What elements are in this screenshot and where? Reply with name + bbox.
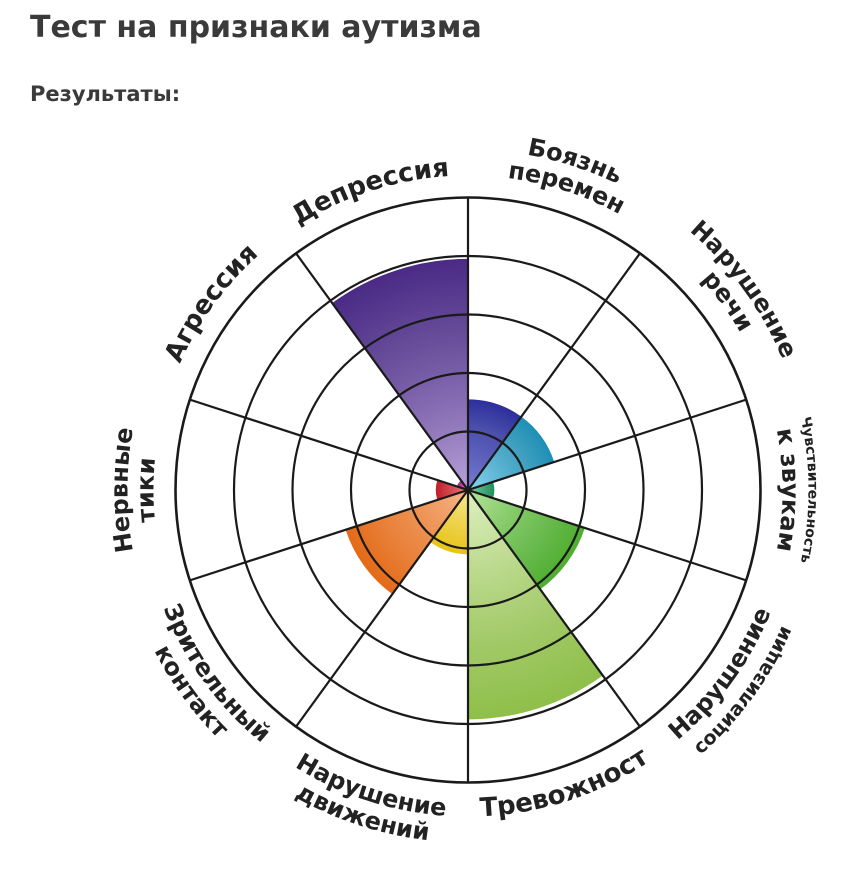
category-label-line: Депрессия bbox=[287, 153, 451, 231]
sector-9 bbox=[332, 258, 468, 490]
sector-2 bbox=[468, 481, 495, 499]
category-label-line: Чувствительность bbox=[797, 415, 821, 564]
grid-spoke bbox=[467, 252, 641, 491]
sector-7 bbox=[435, 480, 468, 500]
category-label: Депрессия bbox=[287, 153, 451, 231]
category-label-line: тики bbox=[131, 457, 161, 524]
category-label-line: Тревожност bbox=[479, 742, 654, 824]
category-label-line: к звукам bbox=[771, 426, 805, 554]
category-label-line: Нервные bbox=[105, 425, 138, 554]
sector-1 bbox=[468, 416, 555, 490]
grid-spoke bbox=[189, 488, 469, 582]
sector-0 bbox=[468, 399, 522, 490]
category-label: Тревожност bbox=[479, 742, 654, 824]
grid-spoke bbox=[189, 398, 469, 492]
grid-spoke bbox=[295, 489, 469, 728]
grid-spoke bbox=[467, 398, 747, 492]
page-title: Тест на признаки аутизма bbox=[30, 10, 482, 45]
sector-6 bbox=[345, 490, 468, 595]
sector-5 bbox=[430, 490, 468, 555]
grid-spoke bbox=[467, 489, 641, 728]
sector-3 bbox=[468, 490, 585, 590]
results-label: Результаты: bbox=[30, 82, 181, 106]
grid-spoke bbox=[467, 488, 747, 582]
grid-layer bbox=[174, 196, 762, 784]
grid-spoke bbox=[295, 252, 469, 491]
